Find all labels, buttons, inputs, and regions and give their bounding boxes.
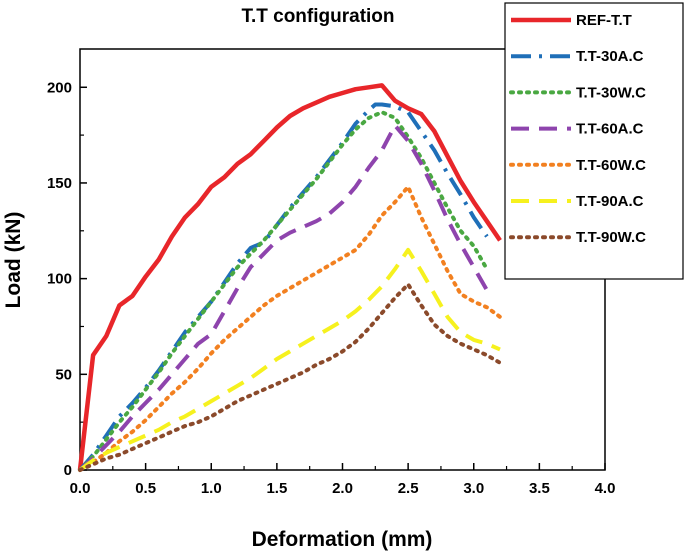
series-line-t-t-30a-c bbox=[78, 102, 489, 472]
legend-label-t-t-60a-c: T.T-60A.C bbox=[576, 121, 644, 138]
x-tick-label: 1.5 bbox=[266, 480, 287, 497]
legend-label-t-t-30w-c: T.T-30W.C bbox=[576, 84, 646, 101]
series-line-t-t-90w-c bbox=[78, 282, 502, 472]
chart-title: T.T configuration bbox=[241, 6, 394, 27]
series-line-t-t-90a-c bbox=[78, 247, 501, 472]
x-tick-label: 3.5 bbox=[529, 480, 550, 497]
series-line-t-t-30w-c bbox=[78, 110, 489, 472]
y-axis-label: Load (kN) bbox=[2, 212, 25, 309]
y-axis: 0 50 100 150 200 bbox=[47, 79, 87, 479]
y-tick-label: 200 bbox=[47, 79, 72, 96]
x-tick-label: 1.0 bbox=[201, 480, 222, 497]
series-line-t-t-60a-c bbox=[78, 123, 489, 472]
y-tick-label: 50 bbox=[55, 366, 72, 383]
series-line-t-t-60w-c bbox=[78, 184, 502, 472]
x-tick-label: 2.0 bbox=[332, 480, 353, 497]
legend: REF-T.T T.T-30A.C T.T-30W.C T.T-60A.C T.T-60… bbox=[504, 2, 684, 280]
x-axis: 0.0 0.5 1.0 1.5 2.0 2.5 3.0 3.5 4.0 bbox=[70, 463, 616, 497]
legend-label-t-t-90a-c: T.T-90A.C bbox=[576, 193, 644, 210]
x-tick-label: 0.0 bbox=[70, 480, 91, 497]
legend-label-t-t-30a-c: T.T-30A.C bbox=[576, 48, 644, 65]
legend-label-ref-t-t: REF-T.T bbox=[576, 12, 632, 29]
series-layer bbox=[77, 83, 502, 472]
x-tick-label: 3.0 bbox=[463, 480, 484, 497]
y-tick-label: 0 bbox=[64, 462, 72, 479]
series-line-ref-t-t bbox=[77, 83, 502, 471]
x-tick-label: 0.5 bbox=[135, 480, 156, 497]
x-tick-label: 2.5 bbox=[398, 480, 419, 497]
y-tick-label: 100 bbox=[47, 271, 72, 288]
legend-box bbox=[504, 2, 684, 280]
legend-label-t-t-90w-c: T.T-90W.C bbox=[576, 229, 646, 246]
x-tick-label: 4.0 bbox=[595, 480, 616, 497]
y-tick-label: 150 bbox=[47, 175, 72, 192]
legend-label-t-t-60w-c: T.T-60W.C bbox=[576, 157, 646, 174]
x-axis-label: Deformation (mm) bbox=[252, 528, 433, 551]
